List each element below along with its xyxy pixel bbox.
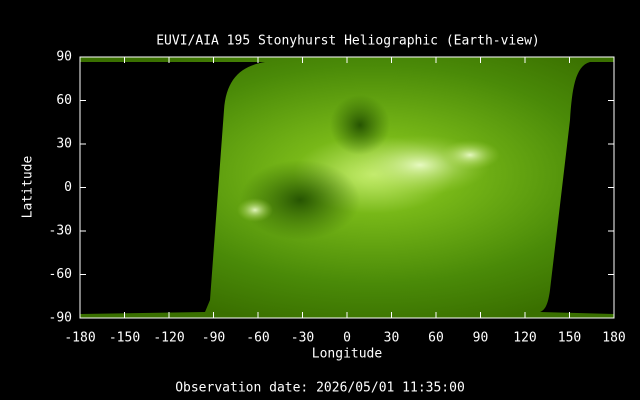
y-axis-label: Latitude <box>21 156 36 219</box>
x-tick-label: -30 <box>291 331 314 346</box>
y-tick-label: -60 <box>49 267 72 282</box>
x-tick-label: 90 <box>473 331 489 346</box>
annotation: Observation date: 2026/05/01 11:35:00 <box>175 381 465 396</box>
chart-title: EUVI/AIA 195 Stonyhurst Heliographic (Ea… <box>156 34 540 49</box>
x-tick-label: -150 <box>109 331 140 346</box>
y-tick-label: -30 <box>49 224 72 239</box>
y-tick-label: -90 <box>49 311 72 326</box>
x-tick-label: -60 <box>246 331 269 346</box>
y-tick-label: 90 <box>56 50 72 65</box>
x-tick-label: 120 <box>513 331 536 346</box>
y-tick-label: 60 <box>56 93 72 108</box>
x-axis-label: Longitude <box>312 347 383 362</box>
x-tick-label: 60 <box>428 331 444 346</box>
x-tick-label: -120 <box>153 331 184 346</box>
y-tick-label: 30 <box>56 137 72 152</box>
x-tick-label: -180 <box>64 331 95 346</box>
x-tick-label: 180 <box>602 331 625 346</box>
x-tick-label: 30 <box>384 331 400 346</box>
y-tick-label: 0 <box>64 180 72 195</box>
solar-map <box>80 57 614 318</box>
x-tick-label: -90 <box>202 331 225 346</box>
x-tick-label: 0 <box>343 331 351 346</box>
x-tick-label: 150 <box>558 331 581 346</box>
